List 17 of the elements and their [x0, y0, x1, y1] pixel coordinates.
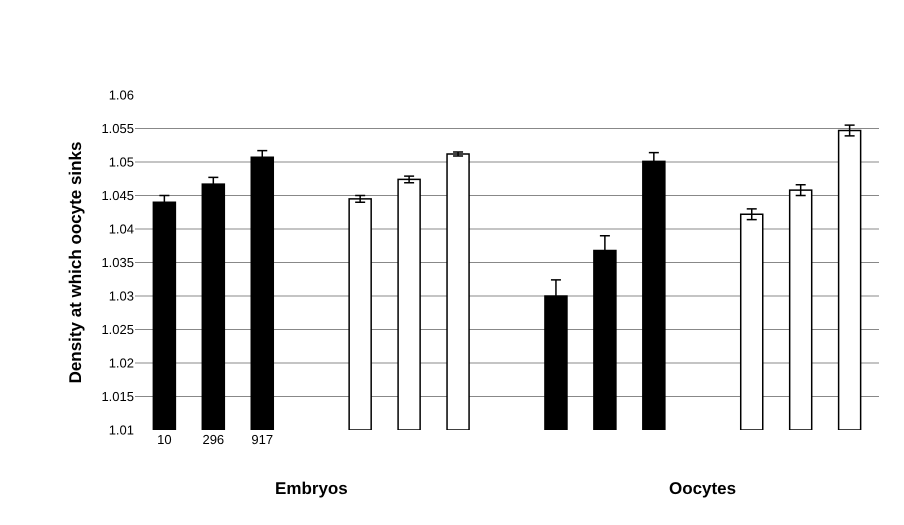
y-tick-label: 1.05: [108, 154, 134, 170]
y-tick-label: 1.03: [108, 288, 134, 304]
x-tick-label: 10: [157, 432, 172, 447]
x-tick-label: 296: [202, 432, 224, 447]
y-tick-label: 1.06: [108, 88, 134, 103]
y-tick-label: 1.025: [101, 322, 134, 338]
y-tick-label: 1.045: [101, 188, 134, 204]
text: Embryos: [275, 479, 348, 498]
y-tick-label: 1.01: [108, 422, 134, 438]
text: Oocytes: [669, 479, 736, 498]
x-tick-label: 917: [251, 432, 274, 447]
y-tick-label: 1.04: [108, 222, 134, 237]
y-axis-title: Density at which oocyte sinks: [66, 142, 86, 384]
y-tick-label: 1.015: [101, 389, 134, 404]
y-tick-label: 1.035: [101, 255, 134, 270]
y-tick-label: 1.02: [108, 356, 134, 371]
y-tick-label: 1.055: [101, 121, 134, 136]
